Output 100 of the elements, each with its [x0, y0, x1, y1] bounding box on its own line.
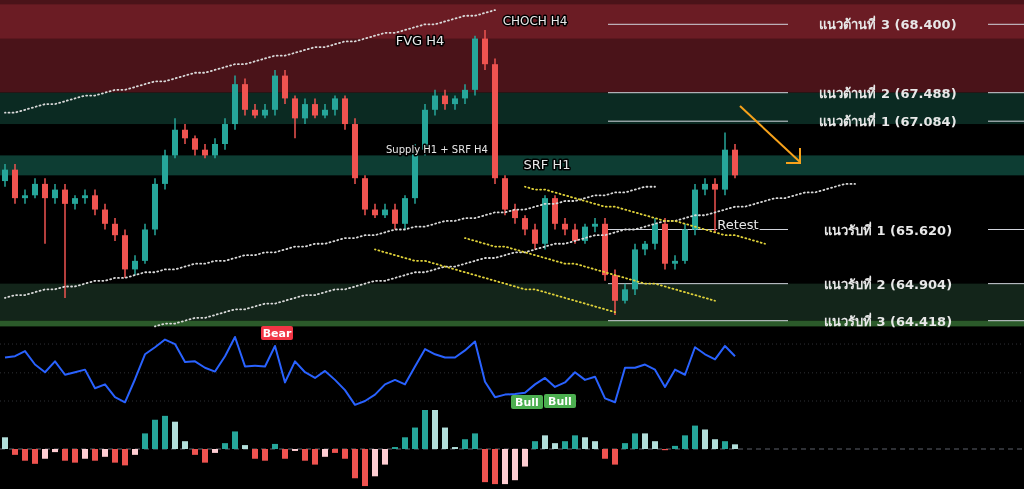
- bar: [252, 449, 258, 459]
- bar: [722, 441, 728, 449]
- candlestick: [112, 217, 118, 242]
- candlestick: [332, 94, 338, 117]
- candlestick: [2, 163, 8, 188]
- candlestick: [462, 83, 468, 105]
- bar: [632, 433, 638, 449]
- bar: [342, 449, 348, 459]
- bar: [242, 445, 248, 449]
- annotation: Bull: [548, 395, 572, 408]
- bar: [72, 449, 78, 463]
- bar: [612, 449, 618, 465]
- bar: [582, 437, 588, 449]
- candlestick: [282, 69, 288, 105]
- ref-line-label: แนวต้านที่ 2 (67.488): [819, 83, 957, 101]
- bar: [302, 449, 308, 461]
- candlestick: [182, 123, 188, 145]
- bar: [542, 435, 548, 449]
- candlestick: [192, 134, 198, 157]
- bar: [652, 441, 658, 449]
- bar: [2, 437, 8, 449]
- bar: [132, 449, 138, 455]
- candlestick: [572, 223, 578, 245]
- candlestick: [82, 188, 88, 205]
- bar: [202, 449, 208, 463]
- bar: [182, 441, 188, 449]
- candlestick: [672, 254, 678, 271]
- bar: [152, 419, 158, 449]
- bar: [422, 410, 428, 449]
- candlestick: [622, 282, 628, 305]
- bar: [192, 449, 198, 455]
- bar: [472, 433, 478, 449]
- bar: [602, 449, 608, 459]
- candlestick: [302, 97, 308, 125]
- candlestick: [442, 89, 448, 111]
- candlestick: [292, 94, 298, 140]
- bar: [52, 449, 58, 453]
- bar: [512, 449, 518, 481]
- bar: [42, 449, 48, 459]
- bar: [262, 449, 268, 461]
- bar: [732, 444, 738, 449]
- candlestick: [582, 223, 588, 245]
- candlestick: [712, 177, 718, 234]
- ref-line-label: แนวรับที่ 2 (64.904): [823, 274, 953, 292]
- candlestick: [22, 188, 28, 205]
- bar: [462, 439, 468, 449]
- bar: [12, 449, 18, 455]
- bar: [332, 449, 338, 453]
- bar: [682, 435, 688, 449]
- bar: [502, 449, 508, 485]
- bar: [492, 449, 498, 485]
- bar: [672, 445, 678, 449]
- bar: [312, 449, 318, 465]
- bar: [432, 410, 438, 449]
- bar: [322, 449, 328, 457]
- bar: [362, 449, 368, 487]
- candlestick: [102, 203, 108, 231]
- bar: [402, 437, 408, 449]
- bar: [532, 441, 538, 449]
- bar: [382, 449, 388, 465]
- ref-line-label: แนวรับที่ 3 (64.418): [823, 311, 953, 329]
- candlestick: [222, 117, 228, 151]
- bar: [212, 449, 218, 453]
- candlestick: [312, 97, 318, 120]
- candlestick: [512, 203, 518, 225]
- bar: [172, 421, 178, 449]
- bar: [692, 425, 698, 449]
- candlestick: [392, 203, 398, 231]
- bar: [222, 443, 228, 449]
- bar: [552, 443, 558, 449]
- bar: [592, 441, 598, 449]
- annotation: Bear: [262, 327, 292, 340]
- bar: [482, 449, 488, 483]
- candlestick: [592, 217, 598, 234]
- bar: [372, 449, 378, 477]
- bar: [572, 435, 578, 449]
- bar: [142, 433, 148, 449]
- candlestick: [432, 89, 438, 117]
- bar: [92, 449, 98, 461]
- text: CHOCH H4: [502, 14, 568, 28]
- bar: [642, 433, 648, 449]
- annotation: SRF H1: [523, 157, 571, 172]
- bar: [162, 415, 168, 449]
- ref-line-label: แนวต้านที่ 1 (67.084): [819, 112, 957, 130]
- bar: [122, 449, 128, 466]
- bar: [702, 429, 708, 449]
- candlestick: [522, 214, 528, 236]
- ref-line-label: แนวต้านที่ 3 (68.400): [819, 15, 957, 33]
- bar: [412, 427, 418, 449]
- bar: [82, 449, 88, 459]
- bar: [282, 449, 288, 459]
- candlestick: [92, 188, 98, 216]
- bar: [32, 449, 38, 464]
- bar: [22, 449, 28, 461]
- annotation: FVG H4: [395, 33, 445, 48]
- bar: [352, 449, 358, 479]
- candlestick: [532, 223, 538, 251]
- candlestick: [212, 137, 218, 159]
- candlestick: [62, 183, 68, 299]
- candlestick: [42, 177, 48, 245]
